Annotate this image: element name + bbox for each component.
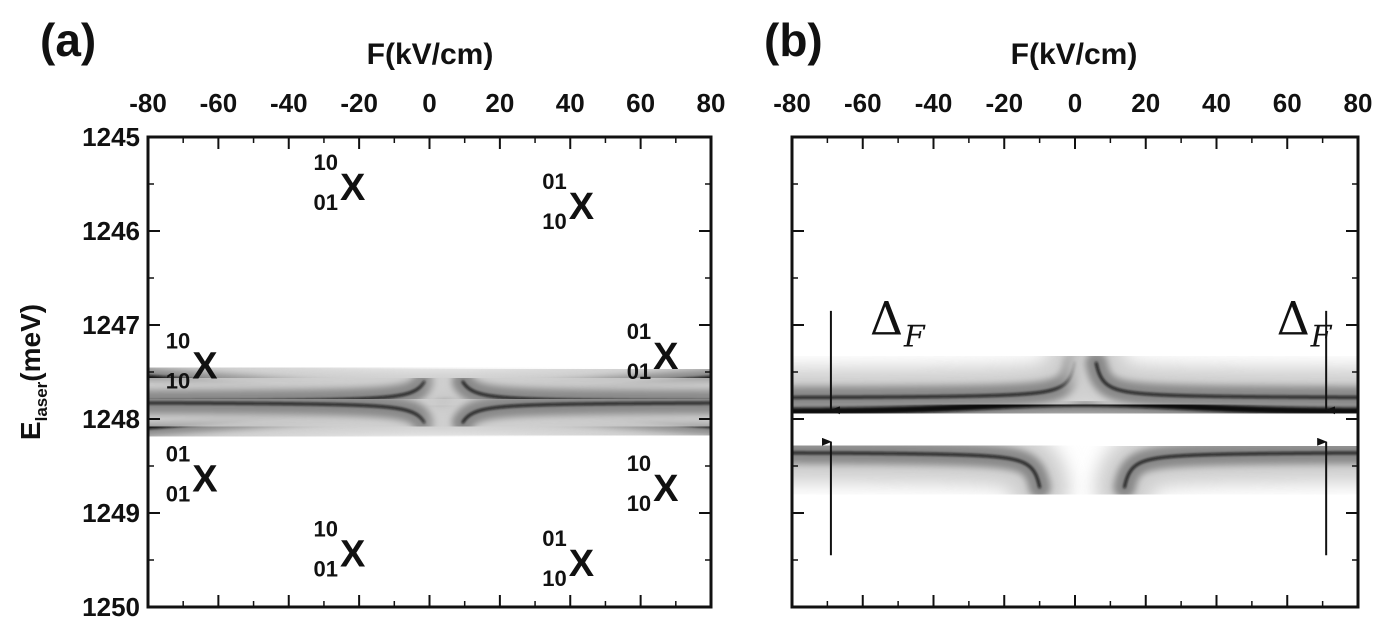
y-tick-label: 1249 bbox=[82, 498, 140, 528]
annotation-delta-symbol: Δ bbox=[870, 291, 903, 345]
x-tick-label: 20 bbox=[485, 88, 514, 118]
x-tick-label: 40 bbox=[1202, 88, 1231, 118]
annotation-exciton-symbol: X bbox=[340, 167, 366, 209]
x-tick-label: -60 bbox=[200, 88, 238, 118]
y-tick-label: 1250 bbox=[82, 592, 140, 622]
annotation-superscript: 01 bbox=[542, 526, 566, 551]
annotation-superscript: 10 bbox=[166, 329, 190, 354]
x-tick-label: 0 bbox=[422, 88, 436, 118]
x-tick-label: -20 bbox=[985, 88, 1023, 118]
trace-line bbox=[792, 361, 1077, 399]
x-tick-label: -60 bbox=[844, 88, 882, 118]
annotation-subscript: 01 bbox=[166, 481, 190, 506]
panel-b-x-axis-title: F(kV/cm) bbox=[1011, 38, 1138, 71]
trace-line bbox=[1123, 451, 1358, 489]
panel-a-x-axis-title: F(kV/cm) bbox=[367, 38, 494, 71]
annotation-superscript: 10 bbox=[627, 451, 651, 476]
x-tick-label: -80 bbox=[129, 88, 167, 118]
trace-line bbox=[1094, 361, 1358, 399]
annotation-superscript: 10 bbox=[314, 517, 338, 542]
annotation-superscript: 01 bbox=[627, 319, 651, 344]
annotation-delta-symbol: Δ bbox=[1277, 291, 1310, 345]
x-tick-label: 80 bbox=[697, 88, 726, 118]
panel-b-heatmap bbox=[792, 333, 1358, 518]
annotation-superscript: 01 bbox=[542, 169, 566, 194]
annotation-exciton-symbol: X bbox=[569, 186, 595, 228]
x-tick-label: -20 bbox=[340, 88, 378, 118]
x-tick-label: -80 bbox=[773, 88, 811, 118]
x-tick-label: 60 bbox=[1273, 88, 1302, 118]
annotation-subscript: 01 bbox=[627, 359, 651, 384]
annotation-exciton-symbol: X bbox=[653, 468, 679, 510]
x-tick-label: 0 bbox=[1068, 88, 1082, 118]
annotation-superscript: 01 bbox=[166, 441, 190, 466]
panel-b-trace-layer bbox=[792, 333, 1358, 518]
annotation-exciton-symbol: X bbox=[192, 458, 218, 500]
x-tick-label: 20 bbox=[1131, 88, 1160, 118]
annotation-subscript: 10 bbox=[542, 566, 566, 591]
panel-b-label: (b) bbox=[764, 14, 823, 66]
panel-a-label: (a) bbox=[40, 14, 96, 66]
x-tick-label: 40 bbox=[556, 88, 585, 118]
y-tick-label: 1247 bbox=[82, 310, 140, 340]
panel-a-y-axis-title: Elaser(meV) bbox=[15, 304, 51, 440]
trace-line bbox=[792, 451, 1041, 489]
annotation-subscript: 10 bbox=[166, 369, 190, 394]
annotation-subscript: 10 bbox=[627, 491, 651, 516]
annotation-delta-subscript: F bbox=[903, 319, 926, 354]
annotation-exciton-symbol: X bbox=[340, 534, 366, 576]
panel-a-heatmap bbox=[148, 348, 711, 456]
annotation-delta-subscript: F bbox=[1310, 319, 1333, 354]
annotation-subscript: 01 bbox=[314, 557, 338, 582]
y-tick-label: 1246 bbox=[82, 216, 140, 246]
x-tick-label: -40 bbox=[915, 88, 953, 118]
panel-b-x-ticks: -80 -60 -40 -20 0 20 40 60 80 bbox=[773, 88, 1372, 607]
trace-line bbox=[148, 401, 426, 424]
annotation-superscript: 10 bbox=[314, 150, 338, 175]
x-tick-label: -40 bbox=[270, 88, 308, 118]
annotation-exciton-symbol: X bbox=[192, 346, 218, 388]
panel-b-y-ticks bbox=[792, 136, 1358, 608]
trace-line bbox=[461, 401, 711, 424]
annotation-subscript: 10 bbox=[542, 209, 566, 234]
y-tick-label: 1248 bbox=[82, 404, 140, 434]
panel-a-y-ticks: 1245 1246 1247 1248 1249 1250 bbox=[82, 122, 711, 622]
panel-a: (a) F(kV/cm) -80 -60 -40 -20 0 20 40 60 80 12451… bbox=[15, 14, 725, 622]
x-tick-label: 80 bbox=[1344, 88, 1373, 118]
annotation-exciton-symbol: X bbox=[653, 336, 679, 378]
panel-a-x-ticks: -80 -60 -40 -20 0 20 40 60 80 bbox=[129, 88, 725, 607]
annotation-exciton-symbol: X bbox=[569, 543, 595, 585]
panel-a-trace-layer bbox=[148, 348, 711, 456]
annotation-subscript: 01 bbox=[314, 190, 338, 215]
x-tick-label: 60 bbox=[626, 88, 655, 118]
y-tick-label: 1245 bbox=[82, 122, 140, 152]
